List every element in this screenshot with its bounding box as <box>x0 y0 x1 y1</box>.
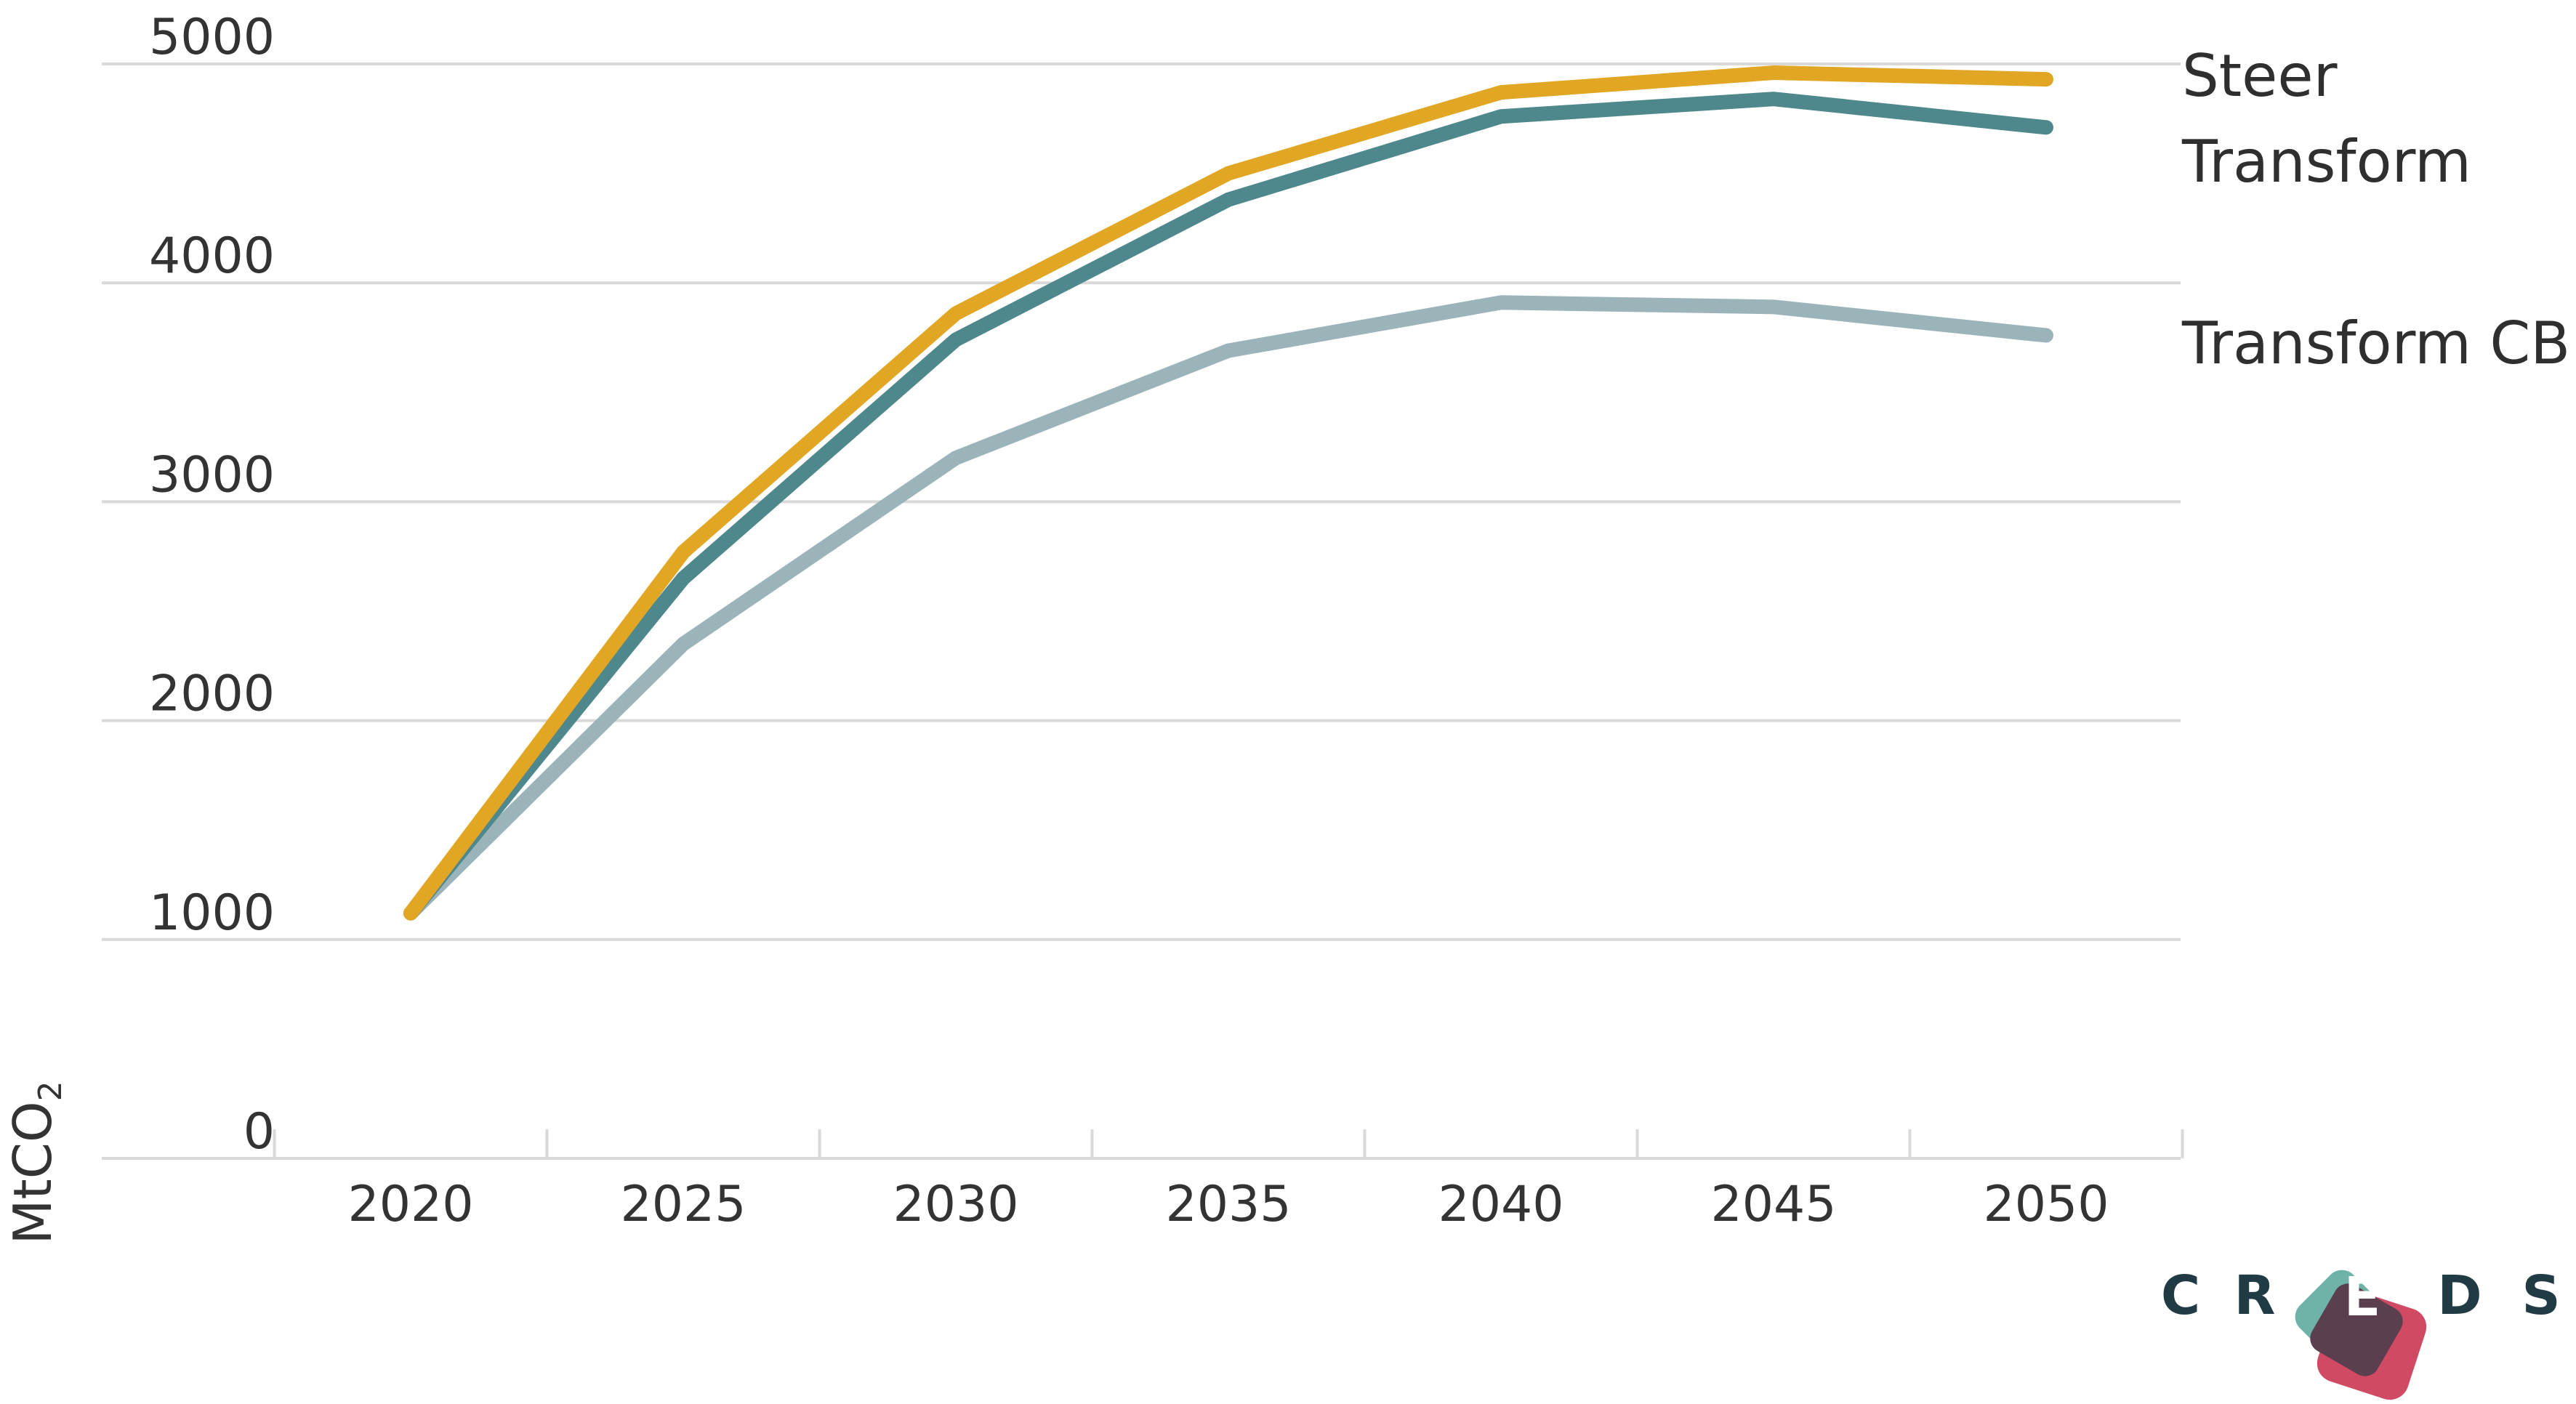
x-axis: 2020 2025 2030 2035 2040 2045 2050 <box>102 1129 2184 1233</box>
legend: Steer Transform Transform CB <box>2181 42 2570 377</box>
y-tick-label: 4000 <box>149 227 275 285</box>
x-tick-label: 2030 <box>893 1176 1018 1233</box>
legend-label-transform: Transform <box>2181 128 2471 195</box>
legend-label-steer: Steer <box>2182 42 2338 110</box>
series-line-steer <box>403 65 2053 921</box>
logo-letter-e: E <box>2344 1266 2381 1328</box>
gridlines <box>102 62 2181 941</box>
series-lines <box>403 65 2053 921</box>
y-tick-label: 0 <box>243 1103 275 1161</box>
y-tick-label: 2000 <box>149 666 275 723</box>
logo-letter-s: S <box>2521 1264 2560 1327</box>
y-tick-label: 5000 <box>149 9 275 66</box>
logo-diamond-icon <box>2295 1270 2427 1400</box>
logo-letter-d: D <box>2437 1264 2482 1327</box>
y-tick-labels: 0 1000 2000 3000 4000 5000 <box>149 9 275 1161</box>
series-line-transform-cb <box>403 295 2053 921</box>
legend-label-transform-cb: Transform CB <box>2181 310 2570 377</box>
creds-logo: C R E D S <box>2161 1264 2561 1400</box>
logo-letter-r: R <box>2234 1264 2276 1327</box>
x-tick-label: 2020 <box>347 1176 473 1233</box>
y-axis-label: MtCO2 <box>2 1081 69 1244</box>
x-tick-label: 2050 <box>1983 1176 2109 1233</box>
x-tick-label: 2045 <box>1710 1176 1836 1233</box>
series-line-transform <box>403 92 2053 921</box>
x-tick-label: 2035 <box>1165 1176 1291 1233</box>
y-tick-label: 3000 <box>149 446 275 504</box>
y-tick-label: 1000 <box>149 884 275 942</box>
x-tick-label: 2025 <box>620 1176 746 1233</box>
x-tick-label: 2040 <box>1438 1176 1563 1233</box>
logo-letter-c: C <box>2161 1264 2200 1327</box>
